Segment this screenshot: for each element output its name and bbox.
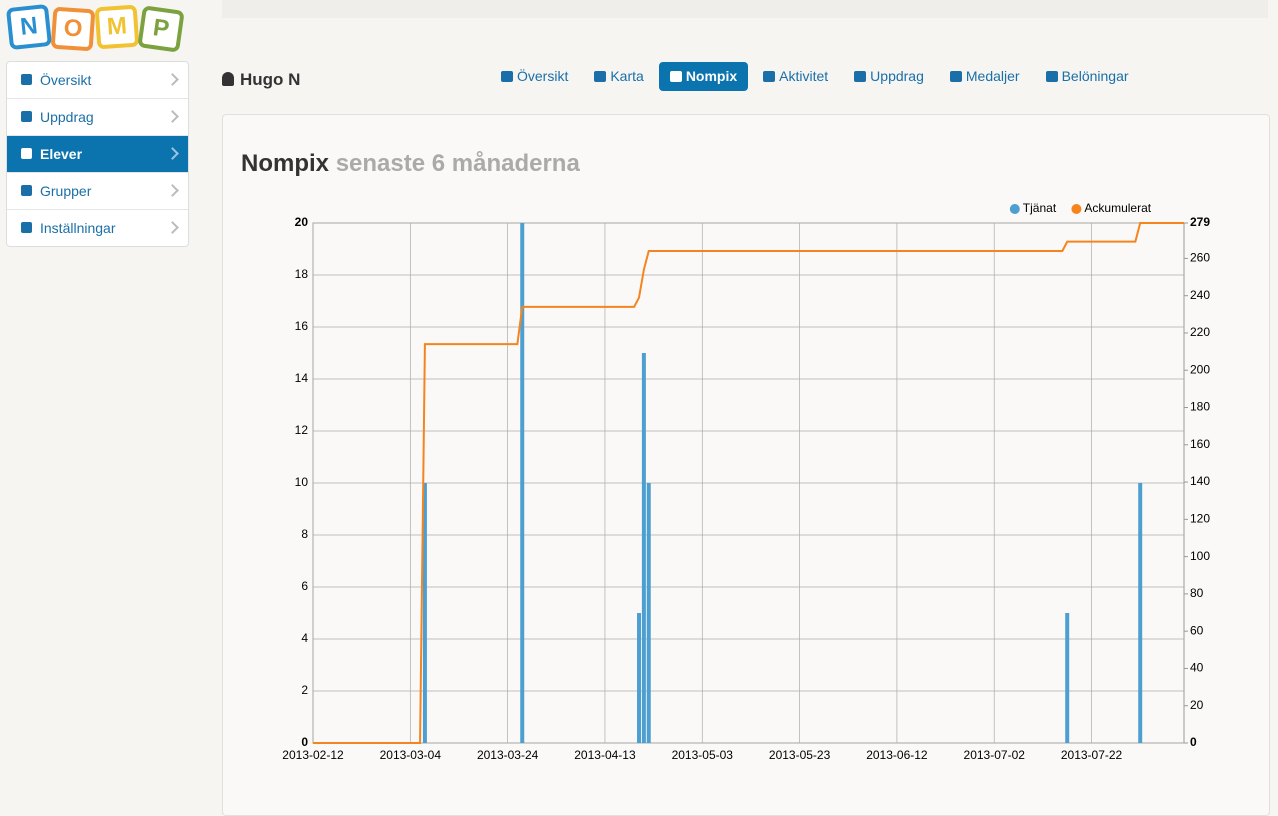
chart: 0246810121416182002040608010012014016018… <box>282 201 1210 762</box>
sidebar-item[interactable]: Elever <box>7 136 188 173</box>
bar <box>1138 483 1143 743</box>
tabs: Översikt Karta Nompix Aktivitet Uppdrag … <box>490 62 1144 91</box>
top-bar <box>222 0 1268 18</box>
logo-letter: M <box>94 4 140 50</box>
x-tick-label: 2013-07-22 <box>1061 748 1123 762</box>
x-tick-label: 2013-05-03 <box>672 748 734 762</box>
y-tick-label: 4 <box>301 631 308 645</box>
legend-marker <box>1071 204 1082 214</box>
bar <box>1065 613 1070 743</box>
user-name: Hugo N <box>222 70 300 90</box>
y2-tick-label: 40 <box>1190 661 1204 675</box>
bar <box>646 483 651 743</box>
y-tick-label: 12 <box>295 423 309 437</box>
tab[interactable]: Medaljer <box>939 62 1031 91</box>
x-tick-label: 2013-05-23 <box>769 748 831 762</box>
bar <box>637 613 642 743</box>
y-tick-label: 14 <box>295 371 309 385</box>
line <box>313 222 1184 744</box>
y2-tick-label: 140 <box>1190 474 1210 488</box>
sidebar-item[interactable]: Inställningar <box>7 210 188 246</box>
x-tick-label: 2013-03-24 <box>477 748 539 762</box>
bar <box>520 223 525 743</box>
panel <box>222 114 1270 816</box>
chart-title: Nompix <box>241 150 330 177</box>
logo-letter: O <box>50 6 96 52</box>
y-tick-label: 20 <box>295 215 309 229</box>
tab[interactable]: Översikt <box>490 62 579 91</box>
y-tick-label: 10 <box>295 475 309 489</box>
y-tick-label: 18 <box>295 267 309 281</box>
y2-tick-label: 160 <box>1190 437 1210 451</box>
y2-tick-label: 20 <box>1190 698 1204 712</box>
x-tick-label: 2013-06-12 <box>866 748 928 762</box>
tab[interactable]: Belöningar <box>1035 62 1140 91</box>
x-tick-label: 2013-04-13 <box>574 748 636 762</box>
x-tick-label: 2013-03-04 <box>380 748 442 762</box>
sidebar-item[interactable]: Uppdrag <box>7 99 188 136</box>
y-tick-label: 0 <box>301 735 308 749</box>
sidebar: Översikt Uppdrag Elever Grupper Inställn… <box>6 61 189 247</box>
y2-tick-label: 100 <box>1190 549 1210 563</box>
tab[interactable]: Uppdrag <box>843 62 935 91</box>
tab[interactable]: Aktivitet <box>752 62 839 91</box>
y2-tick-label: 240 <box>1190 288 1210 302</box>
y2-tick-label: 220 <box>1190 325 1210 339</box>
sidebar-item[interactable]: Översikt <box>7 62 188 99</box>
y-tick-label: 2 <box>301 683 308 697</box>
tab[interactable]: Karta <box>583 62 654 91</box>
logo-letter: N <box>5 3 53 51</box>
y-tick-label: 6 <box>301 579 308 593</box>
y2-tick-label: 80 <box>1190 586 1204 600</box>
chart-heading: Nompix senaste 6 månaderna <box>241 150 580 178</box>
y2-tick-label: 120 <box>1190 512 1210 526</box>
y-tick-label: 8 <box>301 527 308 541</box>
y2-tick-label: 180 <box>1190 400 1210 414</box>
y2-tick-label: 279 <box>1190 215 1210 229</box>
x-tick-label: 2013-07-02 <box>964 748 1026 762</box>
tab[interactable]: Nompix <box>658 62 749 91</box>
y2-tick-label: 260 <box>1190 251 1210 265</box>
x-tick-label: 2013-02-12 <box>282 748 344 762</box>
y2-tick-label: 200 <box>1190 362 1210 376</box>
legend-marker <box>1009 204 1020 214</box>
y-tick-label: 16 <box>295 319 309 333</box>
y2-tick-label: 0 <box>1190 735 1197 749</box>
y2-tick-label: 60 <box>1190 623 1204 637</box>
sidebar-item[interactable]: Grupper <box>7 173 188 210</box>
chart-subtitle: senaste 6 månaderna <box>335 150 580 177</box>
bar <box>641 353 646 743</box>
bar <box>422 483 427 743</box>
legend-label: Ackumulerat <box>1084 201 1151 215</box>
legend-label: Tjänat <box>1023 201 1057 215</box>
logo-letter: P <box>137 5 185 53</box>
